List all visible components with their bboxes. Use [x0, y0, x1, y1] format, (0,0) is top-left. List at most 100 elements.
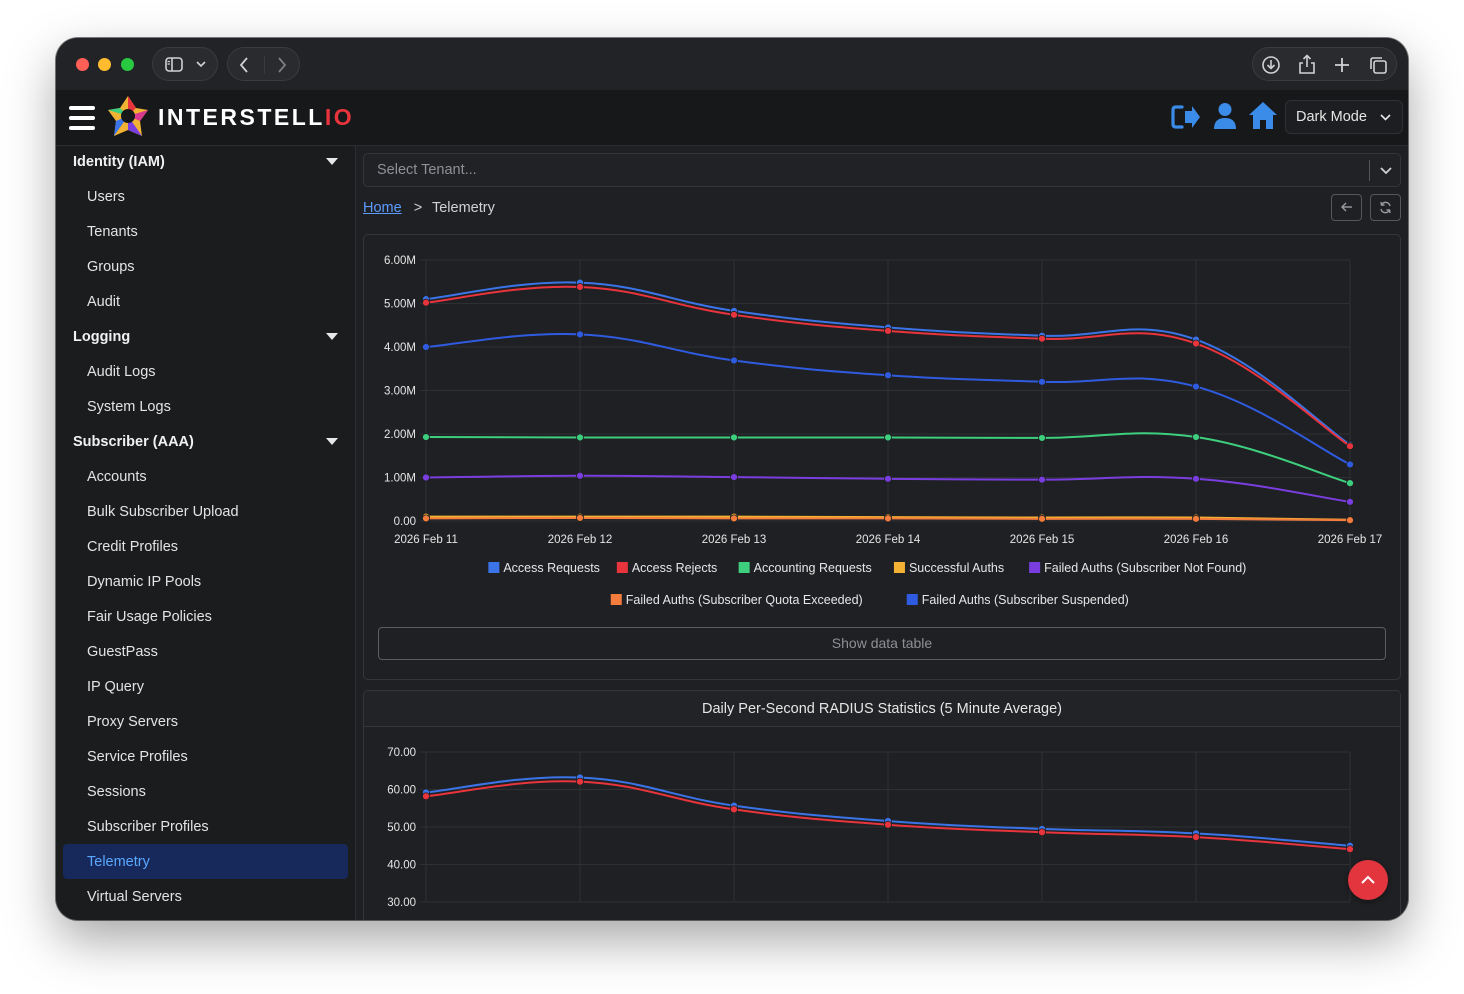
sidebar-item-telemetry[interactable]: Telemetry: [63, 844, 348, 879]
back-button[interactable]: [1331, 194, 1362, 221]
close-window-button[interactable]: [76, 58, 89, 71]
y-tick-label: 2.00M: [384, 429, 416, 441]
sidebar-item-credit-profiles[interactable]: Credit Profiles: [87, 539, 179, 555]
sidebar-item-audit[interactable]: Audit: [87, 294, 121, 310]
sidebar-section-logging[interactable]: Logging: [73, 329, 131, 345]
tenant-select[interactable]: Select Tenant...: [363, 153, 1401, 187]
show-data-table-button[interactable]: Show data table: [378, 627, 1386, 660]
sidebar-item-proxy-servers[interactable]: Proxy Servers: [87, 714, 179, 730]
sidebar-item-audit-logs[interactable]: Audit Logs: [87, 364, 156, 380]
sidebar-item-system-logs[interactable]: System Logs: [87, 399, 171, 415]
x-tick-label: 2026 Feb 12: [548, 534, 613, 546]
sidebar: Identity (IAM) Users Tenants Groups Audi…: [56, 146, 356, 920]
x-tick-label: 2026 Feb 16: [1164, 534, 1229, 546]
legend-label: Access Requests: [503, 561, 600, 575]
data-point: [1038, 334, 1046, 343]
minimize-window-button[interactable]: [98, 58, 111, 71]
x-tick-label: 2026 Feb 17: [1318, 534, 1383, 546]
sidebar-item-virtual-servers[interactable]: Virtual Servers: [87, 889, 182, 905]
sidebar-item-bulk-subscriber-upload[interactable]: Bulk Subscriber Upload: [87, 504, 239, 520]
sidebar-item-groups[interactable]: Groups: [87, 259, 135, 275]
data-point: [1038, 434, 1046, 442]
sidebar-item-sessions[interactable]: Sessions: [87, 784, 146, 800]
sidebar-item-label: Telemetry: [87, 854, 150, 870]
x-tick-label: 2026 Feb 14: [856, 534, 921, 546]
share-icon[interactable]: [1298, 54, 1316, 75]
tabs-overview-icon[interactable]: [1369, 56, 1388, 75]
main-content: Select Tenant... Home > Telemetry: [357, 146, 1408, 920]
sidebar-item-service-profiles[interactable]: Service Profiles: [87, 749, 188, 765]
data-point: [884, 327, 892, 335]
y-tick-label: 6.00M: [384, 255, 416, 267]
data-point: [884, 474, 892, 483]
brand-name: INTERSTELLIO: [158, 104, 355, 130]
home-icon[interactable]: [1248, 101, 1278, 130]
sidebar-item-guestpass[interactable]: GuestPass: [87, 644, 158, 660]
forward-icon[interactable]: [277, 57, 287, 73]
data-point: [1192, 474, 1200, 483]
sidebar-section-subscriber[interactable]: Subscriber (AAA): [73, 434, 194, 450]
data-point: [1192, 433, 1200, 441]
data-point: [730, 310, 738, 319]
data-point: [884, 514, 892, 523]
y-tick-label: 50.00: [387, 822, 416, 834]
daily-totals-chart: 0.00 1.00M 2.00M 3.00M 4.00M 5.00M 6.00M 2026 F…: [384, 255, 1383, 607]
data-point: [1192, 339, 1200, 348]
per-second-chart: 30.00 40.00 50.00 60.00 70.00: [387, 747, 1354, 909]
user-icon[interactable]: [1213, 102, 1237, 130]
legend-label: Accounting Requests: [754, 561, 872, 575]
data-point: [730, 514, 738, 523]
data-point: [422, 433, 430, 441]
sidebar-item-fair-usage-policies[interactable]: Fair Usage Policies: [87, 609, 212, 625]
menu-icon[interactable]: [69, 106, 95, 130]
sidebar-item-users[interactable]: Users: [87, 189, 125, 205]
y-tick-label: 4.00M: [384, 342, 416, 354]
data-point: [1346, 442, 1354, 451]
legend-label: Failed Auths (Subscriber Not Found): [1044, 561, 1246, 575]
data-point: [730, 433, 738, 442]
data-point: [1038, 475, 1046, 484]
caret-down-icon[interactable]: [326, 333, 338, 340]
chevron-down-icon: [1380, 114, 1391, 121]
data-point: [1346, 516, 1354, 525]
data-point: [422, 298, 430, 307]
download-icon[interactable]: [1261, 55, 1281, 75]
history-nav-group: [227, 47, 300, 81]
sidebar-toggle-button[interactable]: [152, 47, 218, 81]
theme-select[interactable]: Dark Mode: [1285, 100, 1403, 134]
data-point: [1346, 497, 1354, 506]
sidebar-item-ip-query[interactable]: IP Query: [87, 679, 144, 695]
data-point: [730, 805, 738, 814]
new-tab-icon[interactable]: [1334, 57, 1350, 73]
breadcrumb-separator: >: [413, 200, 423, 216]
data-point: [576, 777, 584, 786]
legend-swatch: [488, 562, 500, 573]
data-point: [576, 330, 584, 339]
sidebar-item-subscriber-profiles[interactable]: Subscriber Profiles: [87, 819, 209, 835]
data-point: [1038, 377, 1046, 386]
legend-label: Failed Auths (Subscriber Quota Exceeded): [626, 593, 863, 607]
logout-icon[interactable]: [1171, 104, 1201, 130]
sidebar-item-dynamic-ip-pools[interactable]: Dynamic IP Pools: [87, 574, 202, 590]
sidebar-item-tenants[interactable]: Tenants: [87, 224, 138, 240]
scroll-to-top-button[interactable]: [1348, 860, 1388, 900]
caret-down-icon[interactable]: [326, 438, 338, 445]
data-point: [1346, 479, 1354, 488]
caret-down-icon[interactable]: [326, 158, 338, 165]
breadcrumb-current: Telemetry: [431, 200, 495, 216]
data-point: [884, 820, 892, 829]
refresh-button[interactable]: [1370, 194, 1401, 221]
arrow-left-icon: [1340, 202, 1352, 212]
legend-label: Failed Auths (Subscriber Suspended): [922, 593, 1129, 607]
sidebar-item-accounts[interactable]: Accounts: [87, 469, 147, 485]
sidebar-section-identity[interactable]: Identity (IAM): [73, 154, 165, 170]
legend-swatch: [738, 562, 750, 573]
y-tick-label: 60.00: [387, 785, 416, 797]
back-icon[interactable]: [239, 57, 249, 73]
breadcrumb-home-link[interactable]: Home: [363, 200, 402, 216]
data-point: [576, 514, 584, 522]
legend-swatch: [1029, 562, 1041, 573]
data-point: [884, 433, 892, 442]
zoom-window-button[interactable]: [121, 58, 134, 71]
data-point: [1192, 833, 1200, 842]
